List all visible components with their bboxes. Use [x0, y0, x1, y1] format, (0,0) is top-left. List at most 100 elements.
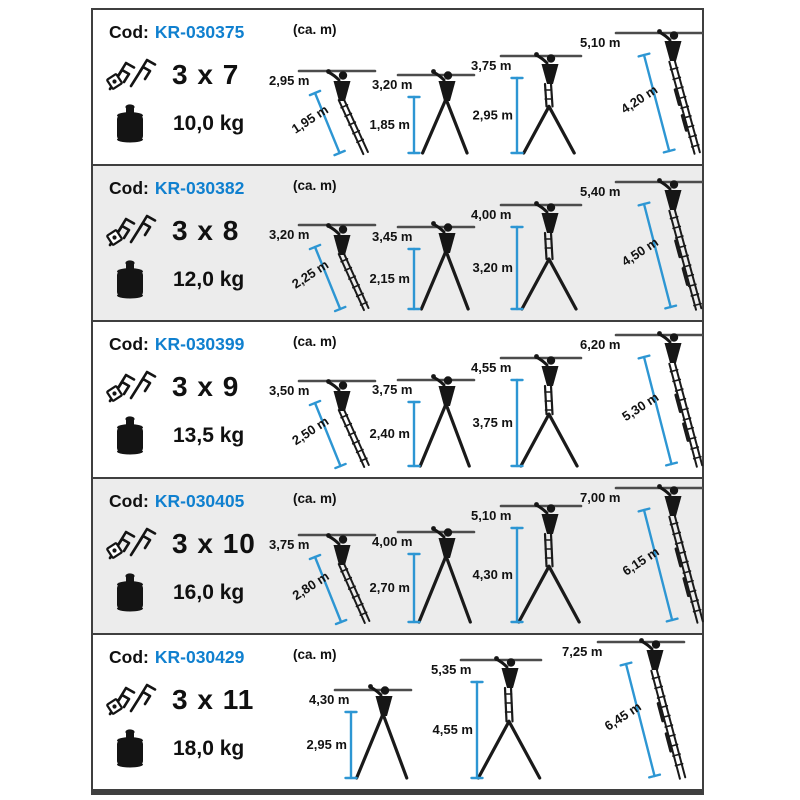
reach-label: 2,95 m — [269, 73, 309, 88]
diagram-aframe-ext: 5,35 m 4,55 m — [431, 656, 542, 780]
reach-label: 4,55 m — [471, 360, 511, 375]
length-label: 2,95 m — [473, 108, 513, 123]
size-line: 3 x 7 — [106, 55, 239, 95]
person-icon — [326, 69, 351, 102]
table-row: Cod: KR-030429 3 x 11 — [93, 634, 702, 790]
person-icon — [431, 69, 456, 102]
person-icon — [431, 221, 456, 254]
table-row: Cod: KR-030405 3 x 10 — [93, 478, 704, 635]
weight-line: 16,0 kg — [115, 572, 244, 614]
length-label: 6,15 m — [620, 544, 662, 579]
product-code-line: Cod: KR-030429 — [109, 647, 244, 668]
length-label: 6,45 m — [602, 699, 644, 734]
size-line: 3 x 9 — [106, 367, 239, 407]
weight-icon — [117, 260, 143, 299]
diagram-aframe-ext: 3,75 m 2,95 m — [471, 52, 583, 155]
table-row: Cod: KR-030399 3 x 9 — [93, 322, 704, 479]
reach-label: 3,50 m — [269, 383, 309, 398]
diagrams: 4,30 m 2,95 m 5,35 m 4,55 m 7,25 m 6,45 m — [269, 635, 702, 783]
diagram-aframe: 3,45 m 2,15 m — [370, 221, 476, 312]
person-icon — [657, 178, 682, 211]
person-icon — [431, 525, 456, 558]
person-icon — [326, 532, 351, 565]
cod-label: Cod: — [109, 334, 149, 355]
reach-label: 5,10 m — [471, 508, 511, 523]
diagram-aframe-ext: 4,55 m 3,75 m — [471, 353, 583, 468]
ladder-hooks-icon — [106, 371, 157, 403]
length-label: 2,40 m — [370, 426, 410, 441]
cod-label: Cod: — [109, 178, 149, 199]
diagram-lean-small: 3,20 m2,25 m — [269, 223, 377, 313]
product-code-line: Cod: KR-030375 — [109, 22, 244, 43]
reach-label: 4,00 m — [471, 207, 511, 222]
length-label: 3,75 m — [473, 415, 513, 430]
ladder-hooks-icon — [106, 683, 157, 716]
diagrams: 3,75 m 2,80 m 4,00 m 2,70 m 5,10 m 4,30 m 7,00… — [269, 479, 704, 627]
ladder-hooks-icon — [106, 527, 157, 559]
person-icon — [534, 201, 559, 234]
size-label: 3 x 7 — [172, 59, 240, 90]
product-code-line: Cod: KR-030399 — [109, 334, 244, 355]
person-icon — [657, 330, 682, 363]
length-label: 2,70 m — [370, 580, 410, 595]
diagrams: 3,20 m 2,25 m 3,45 m 2,15 m 4,00 m 3,20 m 5,40… — [269, 166, 704, 314]
size-line: 3 x 8 — [106, 211, 239, 251]
product-code: KR-030375 — [154, 22, 245, 42]
ca-m-label: (ca. m) — [293, 490, 337, 506]
person-icon — [493, 656, 518, 689]
reach-label: 4,30 m — [309, 692, 349, 707]
reach-label: 7,25 m — [562, 644, 602, 659]
reach-label: 3,75 m — [471, 58, 511, 73]
reach-label: 5,35 m — [431, 662, 471, 677]
product-table: Cod: KR-030375 3 x 7 — [91, 8, 704, 795]
cod-label: Cod: — [109, 646, 149, 667]
ca-m-label: (ca. m) — [293, 178, 337, 194]
person-icon — [368, 684, 393, 717]
reach-label: 3,20 m — [269, 227, 309, 242]
diagrams: 3,50 m 2,50 m 3,75 m 2,40 m 4,55 m 3,75 m 6,20… — [269, 322, 704, 470]
diagram-lean-big: 7,25 m 6,45 m — [562, 638, 687, 780]
weight-line: 18,0 kg — [115, 728, 244, 770]
reach-label: 5,40 m — [580, 184, 620, 199]
diagram-aframe-ext: 5,10 m 4,30 m — [471, 501, 583, 624]
length-label: 4,20 m — [618, 82, 660, 117]
diagram-lean-big: 5,40 m 4,50 m — [580, 178, 704, 312]
reach-label: 3,75 m — [372, 382, 412, 397]
reach-label: 5,10 m — [580, 35, 620, 50]
diagram-aframe: 4,00 m 2,70 m — [370, 525, 476, 624]
weight-label: 10,0 kg — [173, 112, 245, 135]
weight-line: 10,0 kg — [115, 103, 244, 145]
diagram-lean-big: 7,00 m 6,15 m — [580, 483, 704, 624]
product-code-line: Cod: KR-030382 — [109, 178, 244, 199]
length-label: 2,95 m — [307, 737, 347, 752]
person-icon — [534, 501, 559, 534]
person-icon — [639, 638, 664, 671]
size-line: 3 x 11 — [106, 680, 254, 720]
diagrams: 2,95 m 1,95 m 3,20 m 1,85 m 3,75 m 2,95 m 5,10… — [269, 10, 704, 158]
size-label: 3 x 11 — [172, 683, 255, 715]
person-icon — [534, 353, 559, 386]
person-icon — [431, 373, 456, 406]
person-icon — [534, 52, 559, 85]
diagram-lean-small: 3,75 m2,80 m — [269, 532, 377, 626]
diagram-lean-small: 2,95 m1,95 m — [269, 69, 377, 157]
ladder-hooks-icon — [106, 58, 157, 91]
ladder-hooks-icon — [106, 214, 157, 247]
product-code: KR-030405 — [154, 490, 245, 511]
cod-label: Cod: — [109, 22, 149, 42]
size-label: 3 x 9 — [172, 371, 240, 403]
weight-icon — [117, 104, 143, 143]
diagram-aframe: 3,20 m 1,85 m — [370, 69, 476, 155]
weight-line: 12,0 kg — [115, 259, 244, 301]
person-icon — [326, 223, 351, 256]
product-code: KR-030429 — [154, 646, 245, 667]
ca-m-label: (ca. m) — [293, 334, 337, 350]
table-row: Cod: KR-030375 3 x 7 — [93, 10, 704, 167]
weight-icon — [117, 729, 143, 768]
weight-label: 13,5 kg — [173, 424, 245, 448]
reach-label: 6,20 m — [580, 337, 620, 352]
ca-m-label: (ca. m) — [293, 22, 337, 37]
weight-line: 13,5 kg — [115, 415, 244, 457]
product-code-line: Cod: KR-030405 — [109, 491, 244, 512]
length-label: 4,55 m — [432, 722, 472, 737]
